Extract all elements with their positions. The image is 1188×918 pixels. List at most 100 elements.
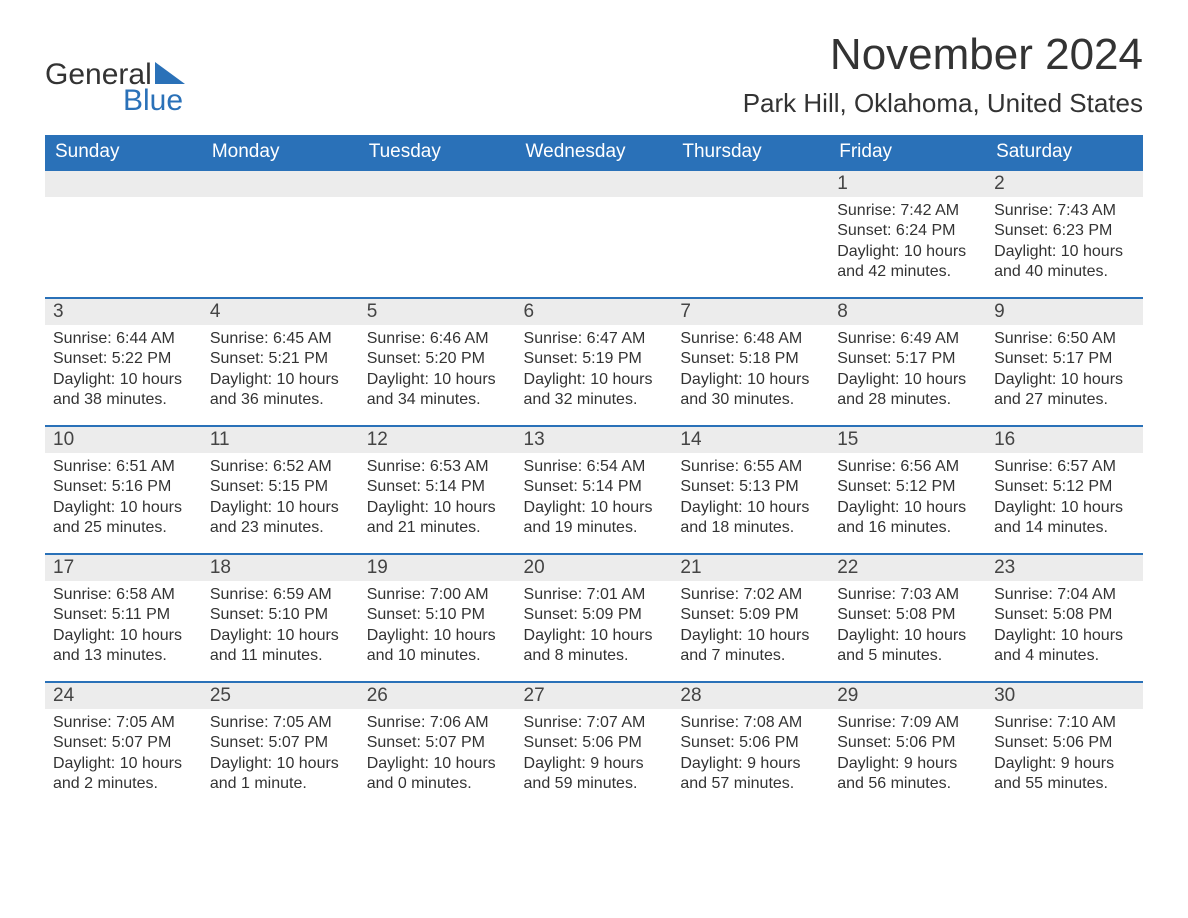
day-number: 21 [672, 553, 829, 581]
sunrise-text: Sunrise: 6:51 AM [53, 457, 194, 477]
sunrise-text: Sunrise: 7:01 AM [524, 585, 665, 605]
sunrise-text: Sunrise: 6:57 AM [994, 457, 1135, 477]
daylight-text: Daylight: 10 hours and 11 minutes. [210, 626, 351, 667]
calendar-week-row: 1Sunrise: 7:42 AMSunset: 6:24 PMDaylight… [45, 169, 1143, 297]
sunset-text: Sunset: 5:11 PM [53, 605, 194, 625]
sunset-text: Sunset: 5:09 PM [680, 605, 821, 625]
daylight-text: Daylight: 10 hours and 18 minutes. [680, 498, 821, 539]
day-details: Sunrise: 7:42 AMSunset: 6:24 PMDaylight:… [829, 197, 986, 289]
location-subtitle: Park Hill, Oklahoma, United States [743, 88, 1143, 119]
calendar-day-cell: 23Sunrise: 7:04 AMSunset: 5:08 PMDayligh… [986, 553, 1143, 681]
day-number: 12 [359, 425, 516, 453]
calendar-day-cell: 13Sunrise: 6:54 AMSunset: 5:14 PMDayligh… [516, 425, 673, 553]
calendar-day-cell: 9Sunrise: 6:50 AMSunset: 5:17 PMDaylight… [986, 297, 1143, 425]
calendar-day-cell: 21Sunrise: 7:02 AMSunset: 5:09 PMDayligh… [672, 553, 829, 681]
sunset-text: Sunset: 5:21 PM [210, 349, 351, 369]
daylight-text: Daylight: 10 hours and 40 minutes. [994, 242, 1135, 283]
sunrise-text: Sunrise: 6:56 AM [837, 457, 978, 477]
day-number: 8 [829, 297, 986, 325]
day-number: 5 [359, 297, 516, 325]
day-number: 28 [672, 681, 829, 709]
day-number: 23 [986, 553, 1143, 581]
day-details: Sunrise: 6:48 AMSunset: 5:18 PMDaylight:… [672, 325, 829, 417]
day-details: Sunrise: 7:01 AMSunset: 5:09 PMDaylight:… [516, 581, 673, 673]
calendar-day-cell: 12Sunrise: 6:53 AMSunset: 5:14 PMDayligh… [359, 425, 516, 553]
day-number: 2 [986, 169, 1143, 197]
weekday-header: Wednesday [516, 135, 673, 169]
day-number: 13 [516, 425, 673, 453]
calendar-day-cell [202, 169, 359, 297]
day-number [516, 169, 673, 197]
calendar-week-row: 3Sunrise: 6:44 AMSunset: 5:22 PMDaylight… [45, 297, 1143, 425]
calendar-day-cell: 18Sunrise: 6:59 AMSunset: 5:10 PMDayligh… [202, 553, 359, 681]
daylight-text: Daylight: 10 hours and 38 minutes. [53, 370, 194, 411]
day-number: 15 [829, 425, 986, 453]
day-details [359, 197, 516, 277]
sunset-text: Sunset: 5:20 PM [367, 349, 508, 369]
sunrise-text: Sunrise: 7:42 AM [837, 201, 978, 221]
day-details: Sunrise: 6:56 AMSunset: 5:12 PMDaylight:… [829, 453, 986, 545]
day-details: Sunrise: 6:53 AMSunset: 5:14 PMDaylight:… [359, 453, 516, 545]
day-details [672, 197, 829, 277]
daylight-text: Daylight: 10 hours and 0 minutes. [367, 754, 508, 795]
day-details [45, 197, 202, 277]
calendar-day-cell: 17Sunrise: 6:58 AMSunset: 5:11 PMDayligh… [45, 553, 202, 681]
sunrise-text: Sunrise: 7:00 AM [367, 585, 508, 605]
weekday-header: Sunday [45, 135, 202, 169]
daylight-text: Daylight: 10 hours and 2 minutes. [53, 754, 194, 795]
day-number: 14 [672, 425, 829, 453]
sunset-text: Sunset: 5:18 PM [680, 349, 821, 369]
daylight-text: Daylight: 10 hours and 32 minutes. [524, 370, 665, 411]
day-details: Sunrise: 7:07 AMSunset: 5:06 PMDaylight:… [516, 709, 673, 801]
day-details: Sunrise: 7:43 AMSunset: 6:23 PMDaylight:… [986, 197, 1143, 289]
day-details: Sunrise: 6:50 AMSunset: 5:17 PMDaylight:… [986, 325, 1143, 417]
weekday-header-row: Sunday Monday Tuesday Wednesday Thursday… [45, 135, 1143, 169]
weekday-header: Saturday [986, 135, 1143, 169]
calendar-day-cell: 27Sunrise: 7:07 AMSunset: 5:06 PMDayligh… [516, 681, 673, 809]
sunrise-text: Sunrise: 6:45 AM [210, 329, 351, 349]
calendar-day-cell [516, 169, 673, 297]
sunrise-text: Sunrise: 7:06 AM [367, 713, 508, 733]
sunrise-text: Sunrise: 6:48 AM [680, 329, 821, 349]
calendar-day-cell: 11Sunrise: 6:52 AMSunset: 5:15 PMDayligh… [202, 425, 359, 553]
sunset-text: Sunset: 5:17 PM [994, 349, 1135, 369]
day-number: 30 [986, 681, 1143, 709]
day-details: Sunrise: 6:46 AMSunset: 5:20 PMDaylight:… [359, 325, 516, 417]
day-details: Sunrise: 7:00 AMSunset: 5:10 PMDaylight:… [359, 581, 516, 673]
daylight-text: Daylight: 10 hours and 16 minutes. [837, 498, 978, 539]
calendar-week-row: 10Sunrise: 6:51 AMSunset: 5:16 PMDayligh… [45, 425, 1143, 553]
sunset-text: Sunset: 5:22 PM [53, 349, 194, 369]
sunrise-text: Sunrise: 6:47 AM [524, 329, 665, 349]
day-details: Sunrise: 6:49 AMSunset: 5:17 PMDaylight:… [829, 325, 986, 417]
sunrise-text: Sunrise: 7:02 AM [680, 585, 821, 605]
calendar-body: 1Sunrise: 7:42 AMSunset: 6:24 PMDaylight… [45, 169, 1143, 809]
day-details: Sunrise: 6:58 AMSunset: 5:11 PMDaylight:… [45, 581, 202, 673]
daylight-text: Daylight: 10 hours and 28 minutes. [837, 370, 978, 411]
day-number: 6 [516, 297, 673, 325]
day-number: 26 [359, 681, 516, 709]
sunrise-text: Sunrise: 6:49 AM [837, 329, 978, 349]
day-number: 7 [672, 297, 829, 325]
day-number: 16 [986, 425, 1143, 453]
calendar-day-cell: 6 Sunrise: 6:47 AMSunset: 5:19 PMDaylight… [516, 297, 673, 425]
sunrise-text: Sunrise: 6:58 AM [53, 585, 194, 605]
daylight-text: Daylight: 10 hours and 14 minutes. [994, 498, 1135, 539]
sunset-text: Sunset: 5:19 PM [524, 349, 665, 369]
sunset-text: Sunset: 5:14 PM [367, 477, 508, 497]
day-details [516, 197, 673, 277]
sunset-text: Sunset: 5:14 PM [524, 477, 665, 497]
calendar-day-cell [45, 169, 202, 297]
day-number: 11 [202, 425, 359, 453]
daylight-text: Daylight: 10 hours and 5 minutes. [837, 626, 978, 667]
page-header: General Blue November 2024 Park Hill, Ok… [45, 30, 1143, 129]
weekday-header: Monday [202, 135, 359, 169]
sunset-text: Sunset: 6:24 PM [837, 221, 978, 241]
calendar-day-cell: 2Sunrise: 7:43 AMSunset: 6:23 PMDaylight… [986, 169, 1143, 297]
sunset-text: Sunset: 5:06 PM [680, 733, 821, 753]
day-details: Sunrise: 6:45 AMSunset: 5:21 PMDaylight:… [202, 325, 359, 417]
day-number: 1 [829, 169, 986, 197]
sunset-text: Sunset: 5:06 PM [524, 733, 665, 753]
daylight-text: Daylight: 10 hours and 13 minutes. [53, 626, 194, 667]
sunset-text: Sunset: 5:13 PM [680, 477, 821, 497]
sunset-text: Sunset: 5:09 PM [524, 605, 665, 625]
